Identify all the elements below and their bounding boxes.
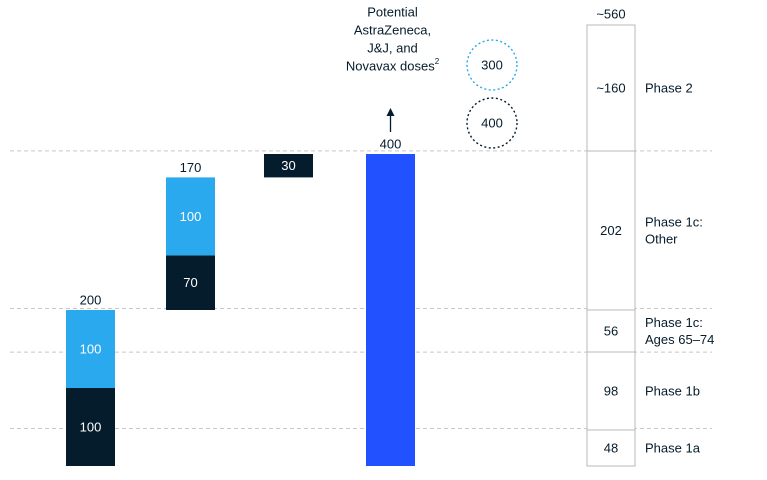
- bar-4-segment-1: [366, 154, 415, 466]
- stack-value-3: 56: [604, 324, 618, 339]
- circle-300-label: 300: [481, 58, 503, 73]
- circle-400-label: 400: [481, 116, 503, 131]
- circle-300: [466, 39, 518, 91]
- annotation-line-4: Novavax doses2: [346, 57, 440, 74]
- bar-2-segment-1-label: 70: [183, 275, 197, 290]
- stack-phase-label-4-1: Phase 1c:: [645, 215, 703, 230]
- bar-3-segment-1: [264, 154, 313, 178]
- bar-1-segment-1-label: 100: [80, 420, 102, 435]
- annotation-line-3: J&J, and: [367, 41, 418, 56]
- stack-segment-3: [586, 309, 636, 353]
- annotation-arrow-head: [386, 108, 395, 116]
- bar-2-total-label: 170: [180, 160, 202, 175]
- stack-phase-label-1-1: Phase 1a: [645, 441, 701, 456]
- bar-1-total-label: 200: [80, 293, 102, 308]
- bar-3-segment-1-label: 30: [281, 158, 295, 173]
- stack-segment-2: [586, 351, 636, 431]
- stack-phase-label-3-2: Ages 65–74: [645, 332, 714, 347]
- bar-2-segment-1: [166, 255, 215, 310]
- phase-stack: 48 Phase 1a 98 Phase 1b 56 Phase 1c: Ages 65–7…: [586, 7, 714, 467]
- stack-value-1: 48: [604, 441, 618, 456]
- stack-value-4: 202: [600, 223, 622, 238]
- bar-4-total-label: 400: [380, 137, 402, 152]
- bar-1-segment-1: [66, 388, 115, 466]
- stack-phase-label-4-2: Other: [645, 232, 678, 247]
- stack-segment-4: [586, 150, 636, 311]
- annotation-line-1: Potential: [367, 5, 418, 20]
- stack-phase-label-2-1: Phase 1b: [645, 384, 700, 399]
- annotation-superscript: 2: [435, 57, 440, 66]
- annotation-line-2: AstraZeneca,: [354, 23, 431, 38]
- stack-phase-label-5-1: Phase 2: [645, 81, 693, 96]
- bar-1-segment-2-label: 100: [80, 342, 102, 357]
- bar-2-segment-2-label: 100: [180, 209, 202, 224]
- circles-group: 300 400: [466, 39, 518, 149]
- stack-total-label: ~560: [596, 7, 625, 22]
- bar-2-segment-2: [166, 177, 215, 256]
- stack-value-2: 98: [604, 384, 618, 399]
- stack-segment-5: [586, 24, 636, 152]
- stack-phase-label-3-1: Phase 1c:: [645, 315, 703, 330]
- stack-value-5: ~160: [596, 81, 625, 96]
- bars-group: 100 100 200 70 100 170 30 400: [66, 137, 415, 466]
- circle-400: [466, 97, 518, 149]
- bar-1-segment-2: [66, 310, 115, 388]
